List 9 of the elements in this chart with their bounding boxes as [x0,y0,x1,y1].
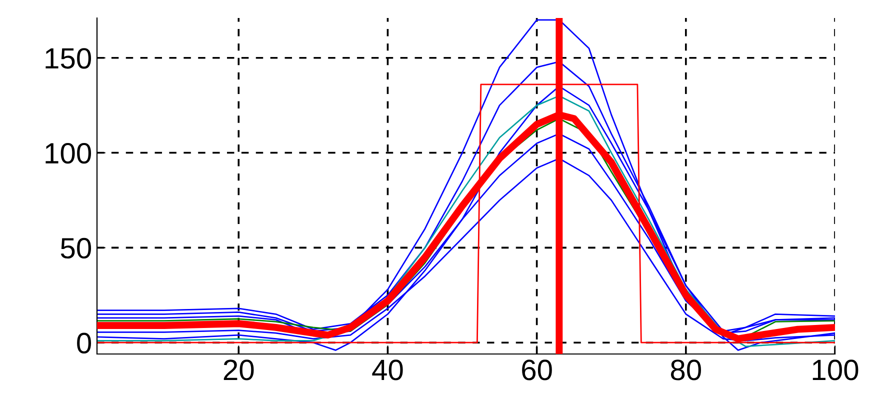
x-tick-label: 60 [522,360,552,380]
y-tick-label: 100 [46,142,92,164]
x-tick-label: 40 [372,360,403,380]
x-tick-label: 80 [670,360,701,380]
y-tick-label: 50 [60,238,91,259]
y-tick-label: 0 [77,332,91,354]
x-tick-label: 20 [224,360,254,380]
y-tick-label: 150 [46,48,92,69]
x-tick-label: 100 [812,360,858,380]
